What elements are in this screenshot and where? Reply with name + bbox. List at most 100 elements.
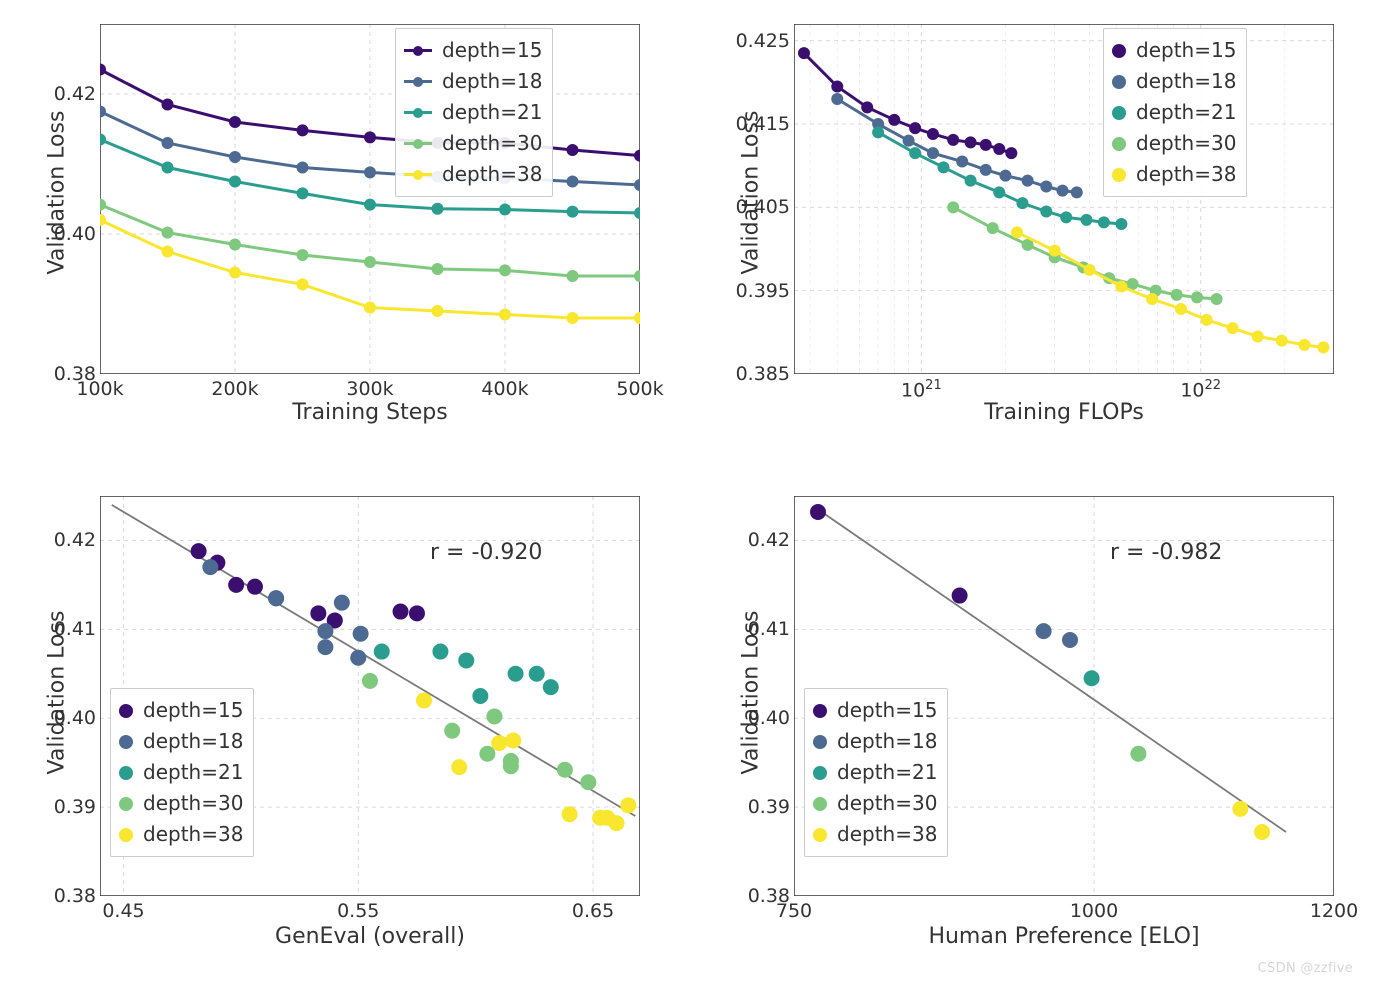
legend-label: depth=30: [143, 788, 243, 819]
ylabel-tl: Validation Loss: [45, 93, 70, 293]
tick-label: 0.65: [572, 900, 614, 922]
xlabel-bl: GenEval (overall): [100, 924, 640, 949]
legend-swatch: [404, 168, 432, 182]
legend-row-depth30: depth=30: [119, 788, 243, 819]
chart-svg-tl: [100, 24, 640, 374]
legend-swatch: [404, 44, 432, 58]
legend-row-depth38: depth=38: [1112, 159, 1236, 190]
legend-swatch: [1112, 137, 1126, 151]
tick-label: 0.405: [720, 196, 790, 218]
legend-swatch: [119, 704, 133, 718]
tick-label: 0.41: [26, 618, 96, 640]
tick-label: 0.45: [102, 900, 144, 922]
legend-row-depth30: depth=30: [813, 788, 937, 819]
tick-label: 0.40: [26, 223, 96, 245]
tick-label: 1021: [901, 378, 942, 401]
legend-tl: depth=15depth=18depth=21depth=30depth=38: [395, 28, 553, 197]
watermark: CSDN @zzfive: [1258, 961, 1353, 976]
legend-swatch: [1112, 75, 1126, 89]
legend-row-depth21: depth=21: [813, 757, 937, 788]
corr-annot-bl: r = -0.920: [430, 540, 542, 565]
legend-swatch: [119, 828, 133, 842]
tick-label: 1022: [1180, 378, 1221, 401]
legend-swatch: [813, 704, 827, 718]
legend-swatch: [119, 797, 133, 811]
tick-label: 0.42: [720, 529, 790, 551]
legend-swatch: [119, 766, 133, 780]
tick-label: 0.38: [720, 885, 790, 907]
panel-steps-loss: [100, 24, 640, 374]
legend-tr: depth=15depth=18depth=21depth=30depth=38: [1103, 28, 1247, 197]
tick-label: 1000: [1070, 900, 1118, 922]
legend-label: depth=38: [442, 159, 542, 190]
legend-label: depth=30: [442, 128, 542, 159]
legend-label: depth=18: [143, 726, 243, 757]
legend-row-depth38: depth=38: [404, 159, 542, 190]
legend-label: depth=30: [837, 788, 937, 819]
legend-label: depth=15: [442, 35, 542, 66]
legend-label: depth=15: [837, 695, 937, 726]
tick-label: 0.41: [720, 618, 790, 640]
legend-label: depth=15: [1136, 35, 1236, 66]
legend-label: depth=18: [837, 726, 937, 757]
legend-row-depth15: depth=15: [404, 35, 542, 66]
legend-row-depth18: depth=18: [404, 66, 542, 97]
legend-label: depth=21: [1136, 97, 1236, 128]
legend-label: depth=18: [442, 66, 542, 97]
legend-swatch: [1112, 168, 1126, 182]
tick-label: 400k: [481, 378, 528, 400]
legend-swatch: [404, 137, 432, 151]
tick-label: 0.39: [26, 796, 96, 818]
legend-row-depth38: depth=38: [119, 819, 243, 850]
figure-root: Validation Loss Training Steps depth=15d…: [0, 0, 1383, 988]
tick-label: 0.415: [720, 113, 790, 135]
tick-label: 0.38: [26, 885, 96, 907]
legend-label: depth=38: [837, 819, 937, 850]
tick-label: 0.40: [720, 707, 790, 729]
legend-row-depth18: depth=18: [813, 726, 937, 757]
tick-label: 0.55: [337, 900, 379, 922]
legend-label: depth=21: [837, 757, 937, 788]
legend-swatch: [1112, 44, 1126, 58]
tick-label: 0.42: [26, 83, 96, 105]
tick-label: 0.385: [720, 363, 790, 385]
legend-swatch: [1112, 106, 1126, 120]
legend-row-depth18: depth=18: [119, 726, 243, 757]
corr-annot-br: r = -0.982: [1110, 540, 1222, 565]
legend-label: depth=18: [1136, 66, 1236, 97]
tick-label: 1200: [1310, 900, 1358, 922]
legend-row-depth21: depth=21: [404, 97, 542, 128]
legend-swatch: [404, 106, 432, 120]
legend-label: depth=38: [1136, 159, 1236, 190]
legend-row-depth30: depth=30: [1112, 128, 1236, 159]
legend-row-depth21: depth=21: [119, 757, 243, 788]
legend-label: depth=21: [442, 97, 542, 128]
panel-flops-loss: [794, 24, 1334, 374]
legend-label: depth=30: [1136, 128, 1236, 159]
legend-row-depth15: depth=15: [119, 695, 243, 726]
tick-label: 500k: [616, 378, 663, 400]
chart-svg-tr: [794, 24, 1334, 374]
legend-row-depth15: depth=15: [1112, 35, 1236, 66]
legend-br: depth=15depth=18depth=21depth=30depth=38: [804, 688, 948, 857]
xlabel-tr: Training FLOPs: [794, 400, 1334, 425]
legend-swatch: [813, 735, 827, 749]
legend-row-depth18: depth=18: [1112, 66, 1236, 97]
legend-row-depth38: depth=38: [813, 819, 937, 850]
xlabel-br: Human Preference [ELO]: [794, 924, 1334, 949]
legend-label: depth=38: [143, 819, 243, 850]
legend-label: depth=15: [143, 695, 243, 726]
legend-row-depth30: depth=30: [404, 128, 542, 159]
legend-swatch: [404, 75, 432, 89]
legend-swatch: [119, 735, 133, 749]
legend-row-depth21: depth=21: [1112, 97, 1236, 128]
legend-row-depth15: depth=15: [813, 695, 937, 726]
legend-swatch: [813, 797, 827, 811]
tick-label: 0.425: [720, 30, 790, 52]
tick-label: 0.38: [26, 363, 96, 385]
tick-label: 0.39: [720, 796, 790, 818]
tick-label: 0.40: [26, 707, 96, 729]
tick-label: 0.395: [720, 280, 790, 302]
xlabel-tl: Training Steps: [100, 400, 640, 425]
tick-label: 200k: [211, 378, 258, 400]
